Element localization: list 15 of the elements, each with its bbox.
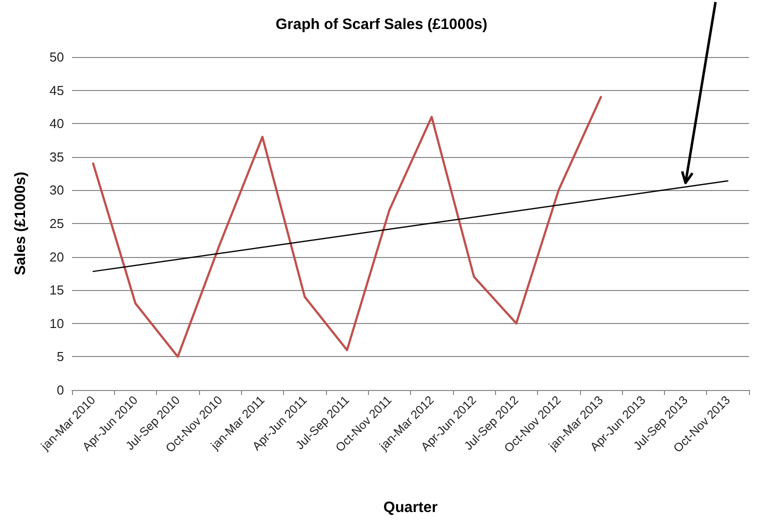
- chart-title: Graph of Scarf Sales (£1000s): [276, 16, 488, 33]
- y-tick-label: 50: [50, 50, 64, 64]
- y-tick-label: 25: [50, 216, 64, 231]
- y-tick-label: 35: [50, 149, 64, 164]
- x-axis-title: Quarter: [383, 499, 438, 516]
- y-tick-label: 20: [50, 249, 64, 264]
- y-tick-label: 40: [50, 116, 64, 132]
- y-tick-label: 45: [50, 82, 64, 98]
- y-tick-label: 30: [50, 182, 64, 198]
- line-series: [92, 96, 602, 358]
- y-tick-label: 10: [50, 316, 64, 331]
- y-tick-label: 15: [50, 282, 64, 298]
- y-tick-label: 5: [56, 349, 64, 364]
- y-axis-title: Sales (£1000s): [12, 172, 29, 276]
- y-tick-label: 0: [56, 382, 64, 398]
